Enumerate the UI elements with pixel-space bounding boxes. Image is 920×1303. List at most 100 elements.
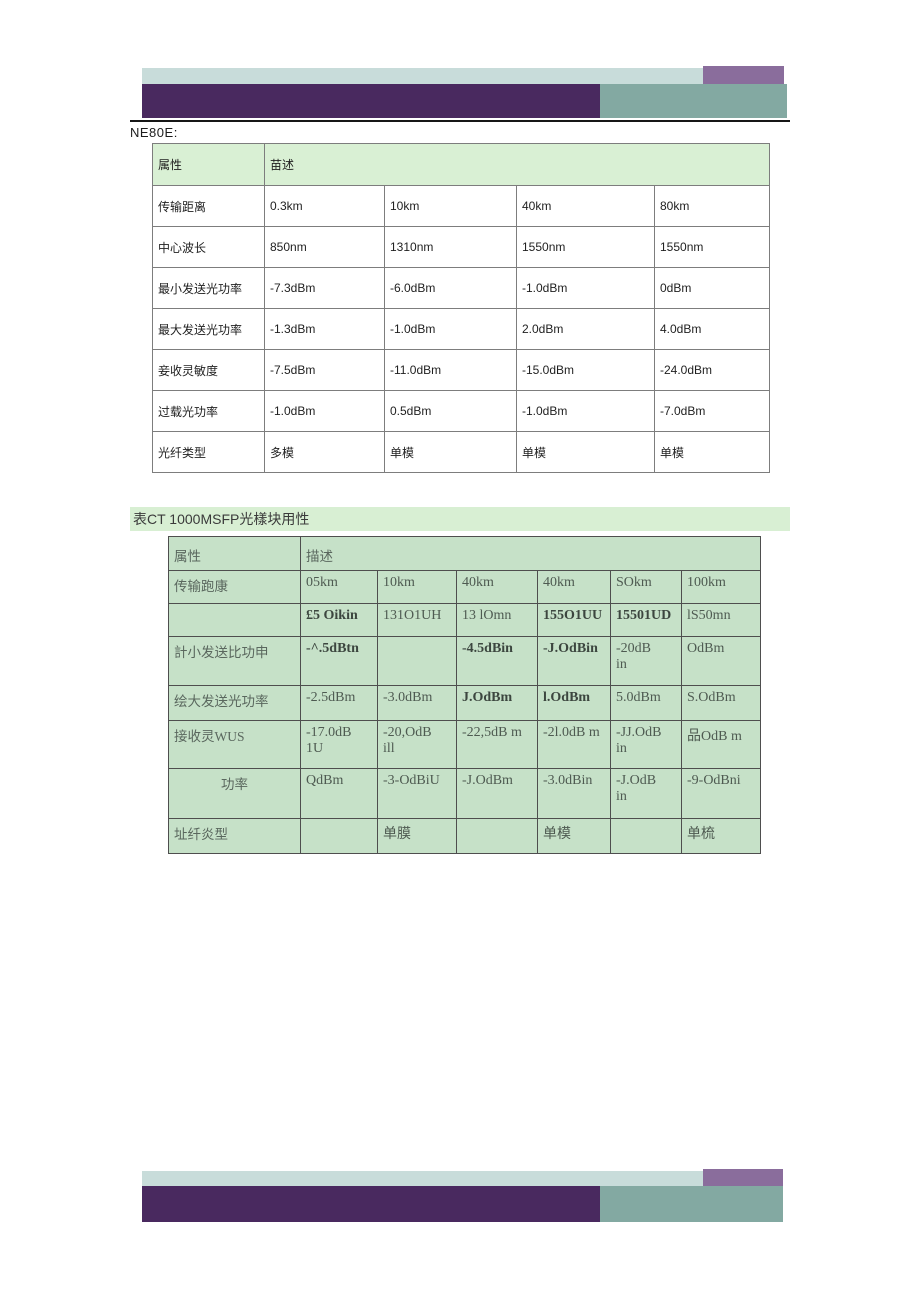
table-row: £5 Oikin 131O1UH 13 lOmn 155O1UU 15501UD lS50… bbox=[168, 603, 762, 637]
table-row: 传输跑康 05km 10km 40km 40km SOkm 100km bbox=[168, 570, 762, 604]
table-cell: 单模 bbox=[516, 431, 655, 473]
row-label bbox=[168, 603, 301, 637]
table-cell: 1310nm bbox=[384, 226, 517, 268]
table-cell: -J.OdB in bbox=[610, 768, 682, 819]
table-cell: l.OdBm bbox=[537, 685, 611, 721]
table-cell: S.OdBm bbox=[680, 685, 762, 721]
table-cell: -1.0dBm bbox=[516, 390, 655, 432]
table-cell: QdBm bbox=[300, 768, 378, 819]
header-bar-teal bbox=[600, 84, 787, 118]
table-cell: 0.5dBm bbox=[384, 390, 517, 432]
row-label: 绘大发送光功率 bbox=[168, 685, 301, 721]
table-cell: -22,5dB m bbox=[456, 720, 538, 769]
header-bar-light bbox=[142, 68, 703, 84]
table-cell: 10km bbox=[377, 570, 457, 604]
table-cell: -1.0dBm bbox=[264, 390, 385, 432]
table-cell: 13 lOmn bbox=[456, 603, 538, 637]
table-cell: 155O1UU bbox=[537, 603, 611, 637]
row-label: 传输距离 bbox=[152, 185, 265, 227]
table-cell: 40km bbox=[537, 570, 611, 604]
row-label: 功率 bbox=[168, 768, 301, 819]
table-cell: J.OdBm bbox=[456, 685, 538, 721]
table-cell: 1550nm bbox=[653, 226, 771, 268]
row-label: 最小发送光功率 bbox=[152, 267, 265, 309]
column-header-attribute: 属性 bbox=[152, 143, 265, 186]
table-row: 过载光功率 -1.0dBm 0.5dBm -1.0dBm -7.0dBm bbox=[152, 390, 771, 432]
table-cell: -20,OdB ill bbox=[377, 720, 457, 769]
ne80e-optical-module-table: 属性 苗述 传输距离 0.3km 10km 40km 80km 中心波长 850nm 1310… bbox=[152, 143, 771, 473]
header-rule bbox=[130, 120, 790, 122]
table-cell: 131O1UH bbox=[377, 603, 457, 637]
table-row: 接收灵WUS -17.0dB 1U -20,OdB ill -22,5dB m -2l.… bbox=[168, 720, 762, 769]
table-caption-sfp: 表CT 1000MSFP光樣块用性 bbox=[130, 507, 790, 531]
table-row: 計小发送比功申 -^.5dBtn -4.5dBin -J.OdBin -20dB in O… bbox=[168, 636, 762, 686]
table-cell: 850nm bbox=[264, 226, 385, 268]
table-cell: -7.3dBm bbox=[264, 267, 385, 309]
table-header-row: 属性 描述 bbox=[168, 536, 762, 571]
footer-bar-teal bbox=[600, 1186, 783, 1222]
table-cell: -7.5dBm bbox=[264, 349, 385, 391]
table-row: 最大发送光功率 -1.3dBm -1.0dBm 2.0dBm 4.0dBm bbox=[152, 308, 771, 350]
table-cell: -2.5dBm bbox=[300, 685, 378, 721]
table-cell: 05km bbox=[300, 570, 378, 604]
table-cell: -7.0dBm bbox=[653, 390, 771, 432]
table-cell: 40km bbox=[456, 570, 538, 604]
table-cell: -15.0dBm bbox=[516, 349, 655, 391]
table-cell: -J.OdBm bbox=[456, 768, 538, 819]
table-cell: -2l.0dB m bbox=[537, 720, 611, 769]
row-label: 过载光功率 bbox=[152, 390, 265, 432]
table-cell: -24.0dBm bbox=[653, 349, 771, 391]
footer-bar-light bbox=[142, 1171, 703, 1186]
table-cell: -9-OdBni bbox=[680, 768, 762, 819]
table-cell: -3-OdBiU bbox=[377, 768, 457, 819]
table-cell: -11.0dBm bbox=[384, 349, 517, 391]
table-cell: 10km bbox=[384, 185, 517, 227]
row-label: 光纤类型 bbox=[152, 431, 265, 473]
table-cell: 2.0dBm bbox=[516, 308, 655, 350]
table-cell: -J.OdBin bbox=[537, 636, 611, 686]
table-cell: 品OdB m bbox=[680, 720, 762, 769]
section-label-ne80e: NE80E: bbox=[130, 125, 178, 140]
table-cell: 1550nm bbox=[516, 226, 655, 268]
table-cell: -1.0dBm bbox=[384, 308, 517, 350]
table-cell: 单模 bbox=[384, 431, 517, 473]
table-cell: SOkm bbox=[610, 570, 682, 604]
column-header-description: 苗述 bbox=[263, 143, 771, 186]
table-cell: -3.0dBm bbox=[377, 685, 457, 721]
table-row: 绘大发送光功率 -2.5dBm -3.0dBm J.OdBm l.OdBm 5.0dBm S… bbox=[168, 685, 762, 721]
table-cell: -1.0dBm bbox=[516, 267, 655, 309]
table-cell: 100km bbox=[680, 570, 762, 604]
table-cell: -20dB in bbox=[610, 636, 682, 686]
table-cell: 0dBm bbox=[653, 267, 771, 309]
table-cell: -^.5dBtn bbox=[300, 636, 378, 686]
table-cell: 多模 bbox=[264, 431, 385, 473]
header-bar-dark-purple bbox=[142, 84, 600, 118]
table-cell bbox=[610, 818, 682, 854]
footer-bar-dark-purple bbox=[142, 1186, 600, 1222]
footer-bar-purple-block bbox=[703, 1169, 783, 1188]
row-label: 妾收灵敏度 bbox=[152, 349, 265, 391]
table-row: 妾收灵敏度 -7.5dBm -11.0dBm -15.0dBm -24.0dBm bbox=[152, 349, 771, 391]
table-cell: 15501UD bbox=[610, 603, 682, 637]
table-row: 传输距离 0.3km 10km 40km 80km bbox=[152, 185, 771, 227]
column-header-description: 描述 bbox=[299, 536, 762, 571]
table-cell: 单梳 bbox=[680, 818, 762, 854]
table-cell: -3.0dBin bbox=[537, 768, 611, 819]
table-cell: 4.0dBm bbox=[653, 308, 771, 350]
row-label: 最大发送光功率 bbox=[152, 308, 265, 350]
row-label: 址纤炎型 bbox=[168, 818, 301, 854]
table-cell: OdBm bbox=[680, 636, 762, 686]
row-label: 接收灵WUS bbox=[168, 720, 301, 769]
row-label: 中心波长 bbox=[152, 226, 265, 268]
table-row: 中心波长 850nm 1310nm 1550nm 1550nm bbox=[152, 226, 771, 268]
table-cell bbox=[456, 818, 538, 854]
table-row: 功率 QdBm -3-OdBiU -J.OdBm -3.0dBin -J.OdB in -9… bbox=[168, 768, 762, 819]
table-cell: 单膜 bbox=[377, 818, 457, 854]
table-cell: lS50mn bbox=[680, 603, 762, 637]
header-bar-purple-block bbox=[703, 66, 784, 85]
table-cell: 0.3km bbox=[264, 185, 385, 227]
table-cell: 单模 bbox=[653, 431, 771, 473]
table-cell: £5 Oikin bbox=[300, 603, 378, 637]
table-cell: 80km bbox=[653, 185, 771, 227]
table-cell: -6.0dBm bbox=[384, 267, 517, 309]
